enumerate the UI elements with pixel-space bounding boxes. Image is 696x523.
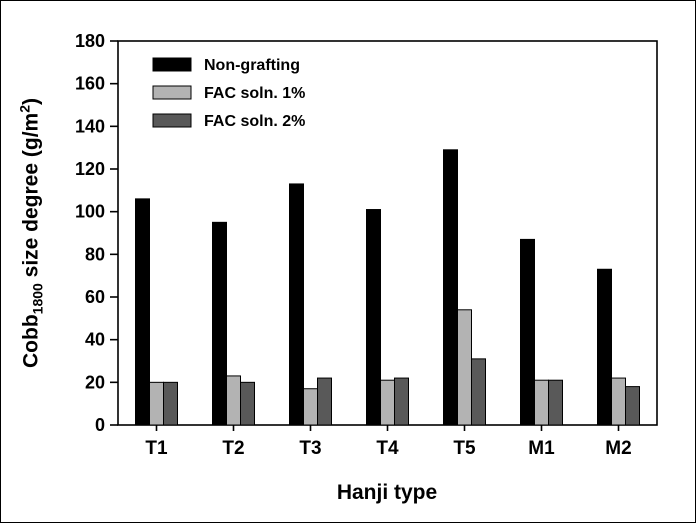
- bar-M1-series-0: [520, 238, 535, 426]
- x-tick-label: T3: [299, 438, 321, 459]
- y-axis-title-superscript: 2: [16, 105, 33, 113]
- y-tick-label: 80: [85, 244, 105, 264]
- plot-box: [117, 40, 658, 426]
- legend-swatch: [152, 113, 192, 128]
- bar-T1-series-2: [163, 381, 178, 426]
- y-axis-title-subscript: 1800: [29, 283, 46, 315]
- bar-T5-series-0: [443, 149, 458, 426]
- y-tick-label: 60: [85, 287, 105, 307]
- bar-T1-series-1: [149, 381, 164, 426]
- x-tick-label: T1: [145, 438, 168, 459]
- bar-T4-series-1: [380, 379, 395, 426]
- x-tick-label: M1: [528, 438, 555, 459]
- bar-M2-series-0: [597, 268, 612, 426]
- bar-M2-series-1: [611, 377, 626, 426]
- legend-label: Non-grafting: [204, 57, 300, 74]
- y-tick-label: 40: [85, 330, 105, 350]
- y-axis-title: Cobb1800 size degree (g/m2): [16, 98, 45, 368]
- legend-swatch: [152, 57, 192, 72]
- bar-T5-series-2: [471, 358, 486, 426]
- bar-T3-series-2: [317, 377, 332, 426]
- y-axis-title-text: Cobb: [19, 314, 43, 368]
- legend-label: FAC soln. 2%: [204, 113, 305, 130]
- legend-label: FAC soln. 1%: [204, 85, 305, 102]
- y-tick-label: 20: [85, 372, 105, 392]
- y-tick-label: 180: [75, 31, 105, 51]
- y-axis-title-text: size degree (g/m: [19, 112, 43, 284]
- bar-T1-series-0: [135, 198, 150, 426]
- bar-T2-series-1: [226, 375, 241, 426]
- y-axis-title-text: ): [19, 98, 43, 105]
- bar-M2-series-2: [625, 386, 640, 426]
- bar-T3-series-0: [289, 183, 304, 426]
- y-tick-label: 100: [75, 202, 105, 222]
- bar-M1-series-1: [534, 379, 549, 426]
- x-tick-label: T5: [453, 438, 476, 459]
- x-tick-label: T4: [376, 438, 399, 459]
- y-tick-label: 160: [75, 74, 105, 94]
- bar-T4-series-2: [394, 377, 409, 426]
- bar-T2-series-2: [240, 381, 255, 426]
- y-tick-label: 120: [75, 159, 105, 179]
- bar-M1-series-2: [548, 379, 563, 426]
- x-tick-label: M2: [605, 438, 631, 459]
- bar-T5-series-1: [457, 309, 472, 426]
- y-tick-label: 0: [95, 415, 105, 435]
- bar-T3-series-1: [303, 388, 318, 426]
- y-tick-label: 140: [75, 116, 105, 136]
- bar-T2-series-0: [212, 221, 227, 426]
- x-axis-title: Hanji type: [336, 481, 438, 504]
- x-tick-label: T2: [222, 438, 244, 459]
- bar-T4-series-0: [366, 209, 381, 426]
- legend-swatch: [152, 85, 192, 100]
